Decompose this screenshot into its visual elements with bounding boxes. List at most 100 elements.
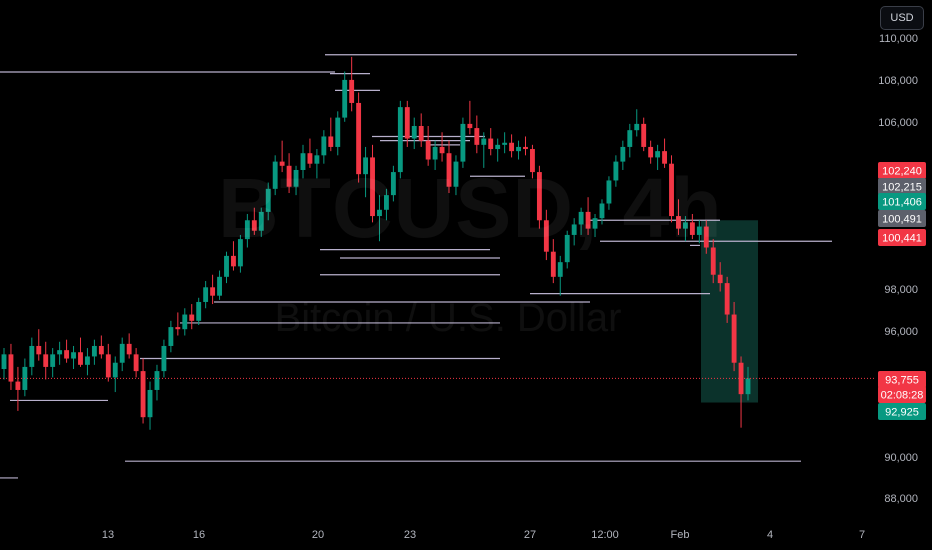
candle-body (328, 136, 334, 147)
candle-body (655, 151, 661, 158)
price-label-text: 100,491 (882, 214, 922, 226)
candle-body (349, 79, 355, 103)
candle-body (745, 378, 751, 395)
candle-body (119, 343, 125, 363)
candle-body (557, 262, 563, 277)
candle-body (613, 161, 619, 181)
candle-body (731, 314, 737, 363)
candle-body (210, 287, 216, 296)
candle-body (502, 142, 508, 145)
candle-body (627, 130, 633, 147)
price-label-text: 92,925 (885, 407, 919, 419)
candle-body (516, 146, 521, 152)
candle-body (543, 220, 549, 252)
watermark-name: Bitcoin / U.S. Dollar (274, 296, 622, 340)
candle-body (467, 123, 473, 129)
x-tick-label: 12:00 (591, 529, 619, 541)
candle-body (411, 125, 417, 139)
candle-body (550, 251, 556, 277)
candle-body (488, 138, 494, 150)
y-tick-label: 108,000 (878, 75, 918, 87)
price-label-box (878, 386, 926, 403)
time-axis: 13 16 20 23 27 12:00 Feb 4 7 (102, 529, 865, 541)
candle-body (662, 151, 667, 164)
candle-body (620, 146, 626, 162)
candle-body (530, 149, 535, 173)
x-tick-label: 23 (404, 529, 416, 541)
candle-body (105, 354, 111, 378)
candle-body (377, 209, 382, 217)
x-tick-label: 27 (524, 529, 536, 541)
price-label-text: 02:08:28 (881, 390, 924, 402)
candle-body (460, 123, 466, 162)
candle-body (57, 350, 63, 355)
candle-body (641, 123, 647, 147)
candle-body (126, 343, 132, 355)
candle-body (446, 153, 452, 187)
candle-body (425, 140, 431, 160)
candle-body (432, 146, 438, 160)
candle-body (335, 117, 341, 147)
candle-body (439, 146, 445, 154)
price-label-text: 93,755 (885, 375, 919, 387)
candle-body (307, 153, 313, 164)
candle-body (112, 362, 118, 378)
x-tick-label: 4 (767, 529, 773, 541)
candle-body (8, 354, 14, 382)
currency-button[interactable]: USD (880, 6, 924, 30)
candle-body (189, 314, 195, 321)
candle-body (342, 79, 348, 118)
candle-body (676, 216, 681, 229)
candle-body (682, 222, 688, 229)
price-label-box (878, 371, 926, 388)
candle-body (523, 146, 528, 150)
price-axis: 110,000 108,000 106,000 98,000 96,000 90,000 8… (878, 33, 918, 505)
x-tick-label: 20 (312, 529, 324, 541)
y-tick-label: 98,000 (884, 284, 918, 296)
candle-body (50, 354, 56, 367)
candle-body (404, 107, 410, 139)
candle-body (133, 354, 139, 372)
watermark-symbol: BTCUSD, 4h (218, 161, 723, 255)
candle-body (300, 153, 306, 170)
candle-body (703, 226, 709, 248)
candle-body (175, 327, 181, 330)
candle-body (634, 123, 640, 131)
price-label-text: 100,441 (882, 233, 922, 245)
price-label-box (878, 229, 926, 246)
y-tick-label: 90,000 (884, 452, 918, 464)
price-label-box (878, 162, 926, 179)
price-label-text: 101,406 (882, 197, 922, 209)
x-tick-label: 13 (102, 529, 114, 541)
candle-body (29, 345, 35, 367)
candle-body (453, 161, 459, 187)
x-tick-label: Feb (671, 529, 690, 541)
candle-body (571, 224, 577, 235)
candle-body (474, 128, 480, 145)
candle-body (251, 220, 257, 231)
candle-body (321, 136, 327, 156)
y-tick-label: 110,000 (879, 33, 918, 45)
price-label-text: 102,240 (882, 166, 922, 178)
candle-body (231, 255, 236, 267)
candle-body (272, 161, 278, 189)
candle-body (64, 350, 70, 359)
candle-body (168, 327, 174, 346)
candle-body (203, 287, 209, 302)
candle-body (481, 138, 487, 145)
candle-body (237, 239, 243, 267)
candle-body (370, 157, 375, 217)
y-tick-label: 96,000 (884, 326, 918, 338)
price-label-box (878, 210, 926, 227)
candle-body (140, 371, 146, 418)
candle-body (15, 381, 21, 390)
candle-body (585, 211, 591, 229)
candle-body (648, 146, 654, 158)
price-labels: 102,240 102,215 101,406 100,491 100,441 93,75… (878, 162, 926, 420)
candle-body (397, 107, 403, 173)
candle-body (724, 283, 730, 315)
candle-body (85, 356, 90, 365)
candle-body (606, 180, 612, 204)
candle-body (564, 234, 570, 263)
